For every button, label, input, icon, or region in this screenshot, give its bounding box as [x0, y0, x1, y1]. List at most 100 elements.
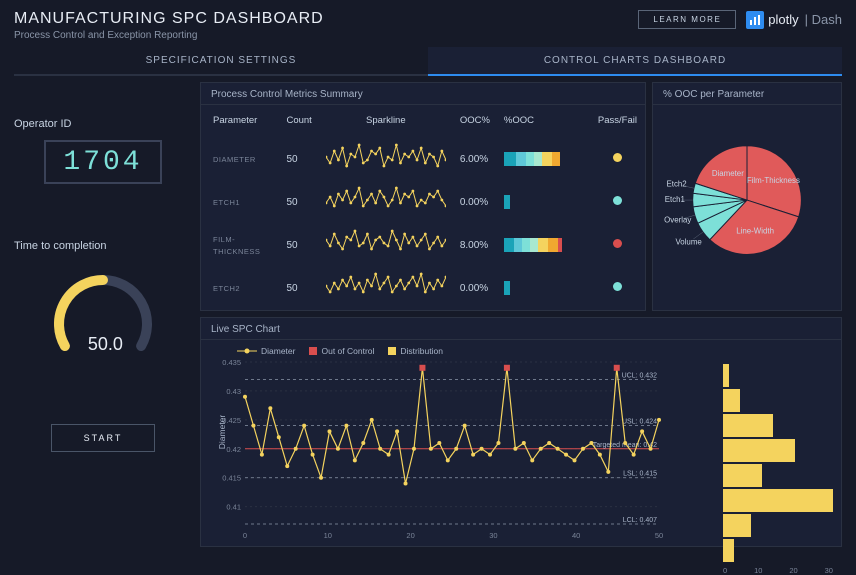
main: Operator ID 1704 Time to completion 50.0… [0, 76, 856, 547]
svg-text:Overlay: Overlay [664, 215, 691, 224]
th-pctocc: %OOC [498, 107, 590, 136]
spc-title: Live SPC Chart [201, 318, 841, 340]
count-val: 50 [286, 283, 297, 294]
svg-text:Diameter: Diameter [712, 169, 744, 178]
svg-text:0.41: 0.41 [226, 503, 241, 512]
tabs: SPECIFICATION SETTINGS CONTROL CHARTS DA… [14, 47, 842, 76]
svg-text:Etch2: Etch2 [667, 179, 687, 188]
sparkline [326, 142, 446, 172]
sparkline [326, 228, 446, 258]
svg-text:LCL: 0.407: LCL: 0.407 [623, 517, 657, 524]
histogram[interactable]: 0102030 [723, 344, 833, 546]
hist-bar [723, 514, 751, 537]
plotly-icon [746, 11, 764, 29]
hist-bar [723, 414, 773, 437]
param-name: DIAMETER [213, 155, 256, 164]
sparkline [326, 271, 446, 301]
svg-text:Line-Width: Line-Width [736, 227, 774, 236]
count-val: 50 [286, 240, 297, 251]
ooc-bar [504, 238, 584, 252]
param-name: ETCH2 [213, 284, 240, 293]
ooc-pct: 6.00% [460, 154, 488, 165]
svg-text:0.42: 0.42 [226, 445, 241, 454]
pie-chart[interactable]: Film-ThicknessLine-WidthVolumeOverlayEtc… [653, 105, 841, 305]
ooc-pct: 0.00% [460, 197, 488, 208]
metrics-table: Parameter Count Sparkline OOC% %OOC Pass… [201, 105, 645, 310]
ooc-pct: 0.00% [460, 283, 488, 294]
th-passfail: Pass/Fail [592, 107, 643, 136]
logo-dash: | Dash [805, 12, 842, 27]
count-val: 50 [286, 154, 297, 165]
legend-diameter: Diameter [237, 346, 295, 356]
metrics-panel: Process Control Metrics Summary Paramete… [200, 82, 646, 311]
tab-specification[interactable]: SPECIFICATION SETTINGS [14, 47, 428, 76]
metrics-title: Process Control Metrics Summary [201, 83, 645, 105]
table-row: FILM-THICKNESS 50 8.00% [203, 224, 643, 265]
pf-dot [613, 239, 622, 248]
hist-bar [723, 389, 740, 412]
page-title: MANUFACTURING SPC DASHBOARD [14, 10, 324, 28]
top-row: Process Control Metrics Summary Paramete… [200, 82, 842, 311]
svg-text:USL: 0.424: USL: 0.424 [622, 419, 657, 426]
param-name: FILM-THICKNESS [213, 235, 260, 256]
svg-text:10: 10 [324, 531, 332, 540]
svg-text:0: 0 [243, 531, 247, 540]
th-count: Count [280, 107, 317, 136]
svg-text:0.415: 0.415 [222, 474, 241, 483]
header-right: LEARN MORE plotly | Dash [638, 10, 842, 29]
ooc-pct: 8.00% [460, 240, 488, 251]
param-name: ETCH1 [213, 198, 240, 207]
svg-text:Film-Thickness: Film-Thickness [747, 176, 800, 185]
spc-legend: Diameter Out of Control Distribution [209, 344, 723, 356]
hist-bar [723, 464, 762, 487]
hist-axis: 0102030 [723, 564, 833, 575]
spc-body: Diameter Out of Control Distribution 0.4… [201, 340, 841, 546]
start-button[interactable]: START [51, 424, 156, 452]
gauge: 50.0 [43, 264, 163, 384]
th-sparkline: Sparkline [320, 107, 452, 136]
pf-dot [613, 196, 622, 205]
svg-text:UCL: 0.432: UCL: 0.432 [622, 372, 658, 379]
learn-more-button[interactable]: LEARN MORE [638, 10, 736, 29]
ooc-bar [504, 281, 584, 295]
table-row: ETCH2 50 0.00% [203, 267, 643, 308]
plotly-logo[interactable]: plotly | Dash [746, 11, 842, 29]
header-left: MANUFACTURING SPC DASHBOARD Process Cont… [14, 10, 324, 41]
pie-panel: % OOC per Parameter Film-Thickness Line-W… [652, 82, 842, 311]
pf-dot [613, 153, 622, 162]
time-label: Time to completion [14, 240, 192, 252]
logo-text: plotly [768, 12, 798, 27]
operator-label: Operator ID [14, 118, 192, 130]
tab-control-charts[interactable]: CONTROL CHARTS DASHBOARD [428, 47, 842, 76]
svg-text:30: 30 [489, 531, 497, 540]
hist-bar [723, 364, 729, 387]
spc-chart[interactable]: Diameter Out of Control Distribution 0.4… [209, 344, 723, 546]
header: MANUFACTURING SPC DASHBOARD Process Cont… [0, 0, 856, 47]
th-parameter: Parameter [203, 107, 278, 136]
svg-text:50: 50 [655, 531, 663, 540]
legend-dist: Distribution [388, 346, 443, 356]
svg-text:40: 40 [572, 531, 580, 540]
svg-text:LSL: 0.415: LSL: 0.415 [623, 471, 657, 478]
svg-text:0.435: 0.435 [222, 358, 241, 367]
legend-ooc: Out of Control [309, 346, 374, 356]
y-axis-title: Diameter [217, 415, 227, 449]
svg-text:Etch1: Etch1 [665, 195, 685, 204]
hist-bar [723, 539, 734, 562]
operator-display: 1704 [44, 140, 162, 184]
right-column: Process Control Metrics Summary Paramete… [200, 82, 842, 547]
pf-dot [613, 282, 622, 291]
th-ooc: OOC% [454, 107, 496, 136]
svg-text:0.43: 0.43 [226, 387, 241, 396]
ooc-bar [504, 152, 584, 166]
spc-panel: Live SPC Chart Diameter Out of Control D… [200, 317, 842, 547]
hist-bar [723, 489, 833, 512]
table-row: DIAMETER 50 6.00% [203, 138, 643, 179]
count-val: 50 [286, 197, 297, 208]
hist-bar [723, 439, 795, 462]
left-column: Operator ID 1704 Time to completion 50.0… [14, 82, 192, 547]
svg-text:20: 20 [406, 531, 414, 540]
table-row: ETCH1 50 0.00% [203, 181, 643, 222]
pie-title: % OOC per Parameter [653, 83, 841, 105]
sparkline [326, 185, 446, 215]
